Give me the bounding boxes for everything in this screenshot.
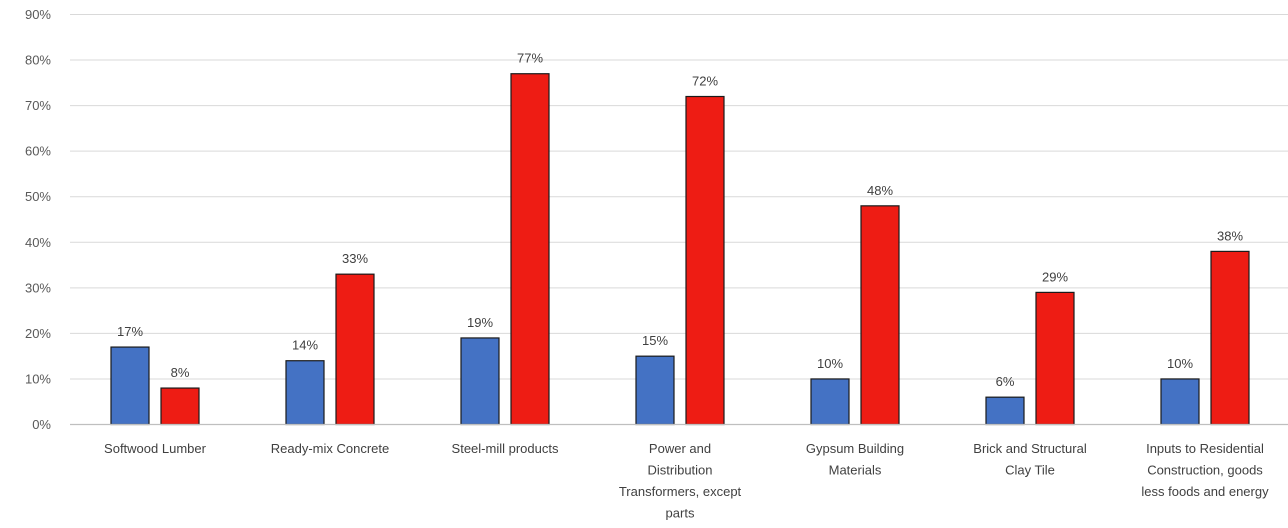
y-tick-label: 10% <box>25 371 51 386</box>
x-category-label: Steel-mill products <box>452 441 559 456</box>
bar-series-1 <box>110 346 150 426</box>
y-tick-label: 70% <box>25 98 51 113</box>
bar-series-2 <box>1210 250 1250 426</box>
data-label: 19% <box>467 315 493 330</box>
gridlines <box>70 14 1288 380</box>
bar-series-2 <box>160 387 200 426</box>
x-category-label: Materials <box>829 463 882 478</box>
x-category-label: Gypsum Building <box>806 441 904 456</box>
data-label: 10% <box>1167 356 1193 371</box>
x-category-label: less foods and energy <box>1141 484 1269 499</box>
data-label: 6% <box>996 374 1015 389</box>
data-label: 14% <box>292 338 318 353</box>
y-tick-label: 90% <box>25 7 51 22</box>
data-label: 17% <box>117 324 143 339</box>
y-tick-label: 60% <box>25 144 51 159</box>
data-label: 48% <box>867 183 893 198</box>
bar-series-1 <box>285 360 325 426</box>
bar-series-2 <box>335 273 375 426</box>
y-axis: 0% 10% 20% 30% 40% 50% 60% 70% 80% 90% <box>25 7 51 432</box>
x-category-label: Softwood Lumber <box>104 441 207 456</box>
y-tick-label: 80% <box>25 53 51 68</box>
x-category-label: Clay Tile <box>1005 463 1055 478</box>
x-category-label: Transformers, except <box>619 484 742 499</box>
bar-series-2 <box>860 205 900 426</box>
x-category-label: Inputs to Residential <box>1146 441 1264 456</box>
bar-series-2 <box>510 73 550 426</box>
x-category-label: parts <box>666 506 695 521</box>
x-category-label: Power and <box>649 441 711 456</box>
data-label: 10% <box>817 356 843 371</box>
data-label: 8% <box>171 365 190 380</box>
bar-series-2 <box>1035 291 1075 426</box>
bar-series-1 <box>985 396 1025 426</box>
x-category-label: Ready-mix Concrete <box>271 441 390 456</box>
data-label: 72% <box>692 74 718 89</box>
y-tick-label: 0% <box>32 417 51 432</box>
data-labels: 17% 8% 14% 33% 19% 77% 15% 72% 10% 48% 6% 29% 10% 38% <box>117 51 1243 389</box>
bar-series-2 <box>685 95 725 426</box>
bar-series-1 <box>810 378 850 426</box>
data-label: 38% <box>1217 228 1243 243</box>
bar-series-1 <box>1160 378 1200 426</box>
data-label: 77% <box>517 51 543 66</box>
x-category-label: Brick and Structural <box>973 441 1087 456</box>
x-category-label: Distribution <box>647 463 712 478</box>
x-axis: Softwood Lumber Ready-mix Concrete Steel-m… <box>70 423 1288 521</box>
data-label: 15% <box>642 333 668 348</box>
data-label: 29% <box>1042 269 1068 284</box>
data-label: 33% <box>342 251 368 266</box>
bar-series-1 <box>635 355 675 426</box>
bars <box>110 73 1250 426</box>
y-tick-label: 40% <box>25 235 51 250</box>
y-tick-label: 20% <box>25 326 51 341</box>
y-tick-label: 30% <box>25 280 51 295</box>
x-category-label: Construction, goods <box>1147 463 1263 478</box>
bar-series-1 <box>460 337 500 426</box>
y-tick-label: 50% <box>25 189 51 204</box>
